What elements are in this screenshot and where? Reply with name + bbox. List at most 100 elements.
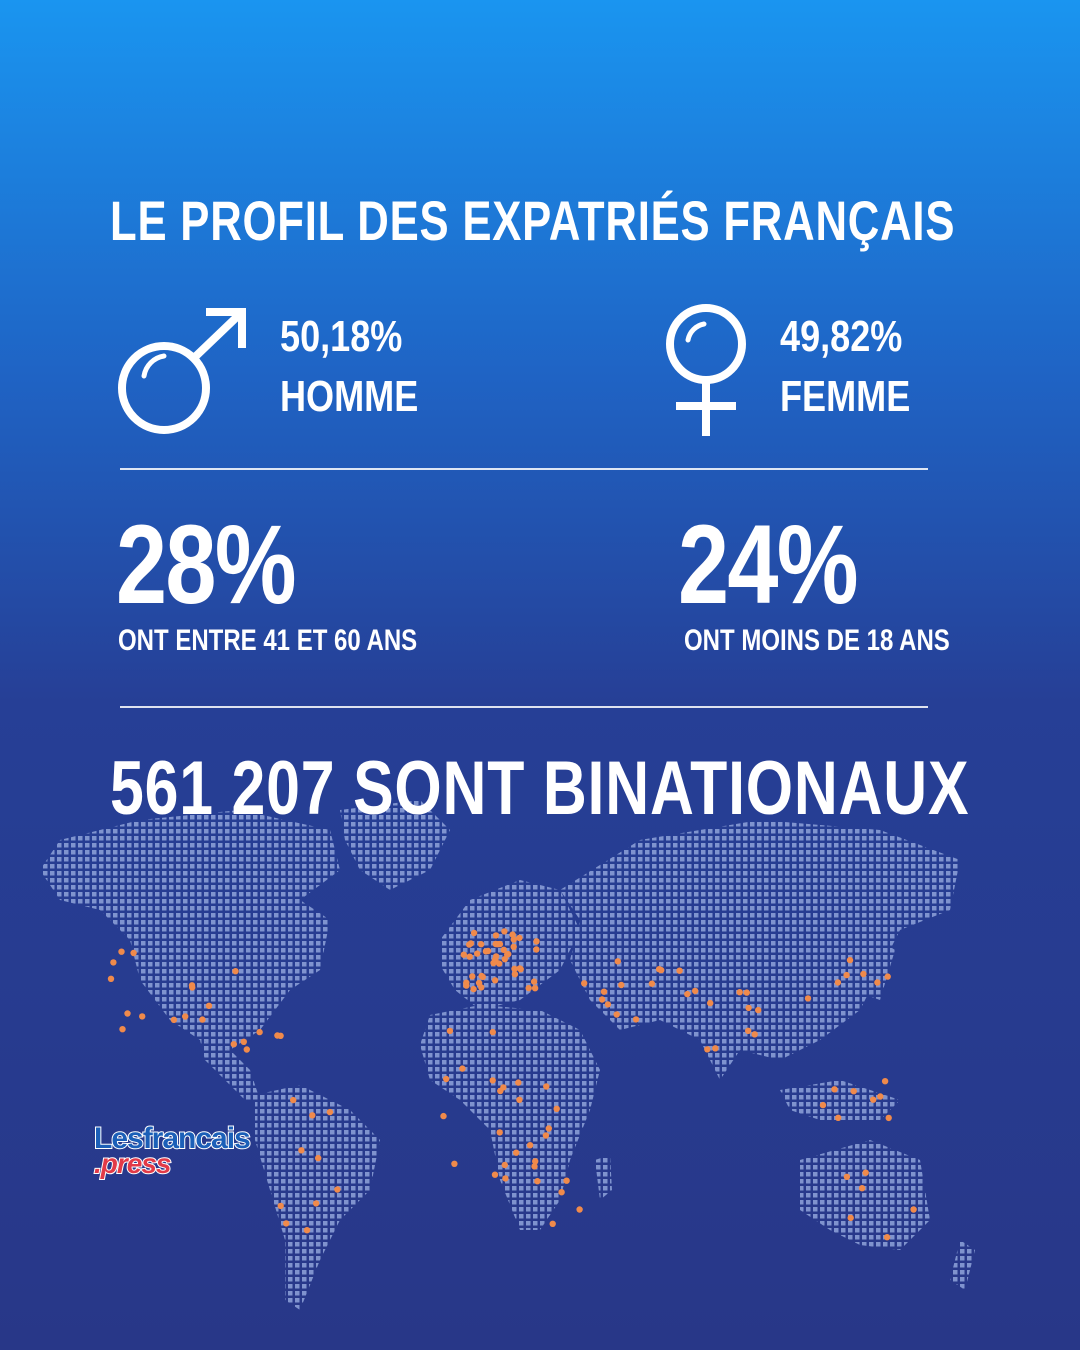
binationaux-headline: 561 207 SONT BINATIONAUX bbox=[110, 746, 970, 831]
divider-top bbox=[120, 468, 928, 470]
location-dot bbox=[858, 1185, 866, 1192]
location-dot bbox=[443, 1075, 450, 1083]
age-label-41-60: ONT ENTRE 41 ET 60 ANS bbox=[118, 624, 418, 657]
age-percent-under-18: 24% bbox=[678, 502, 859, 627]
location-dot bbox=[877, 1093, 884, 1100]
location-dot bbox=[130, 949, 137, 957]
location-dot bbox=[613, 1011, 620, 1018]
location-dot bbox=[119, 1026, 126, 1033]
location-dot bbox=[315, 1154, 322, 1162]
male-percent: 50,18% bbox=[280, 312, 403, 361]
location-dot bbox=[847, 1214, 854, 1222]
location-dot bbox=[745, 1004, 752, 1012]
location-dot bbox=[691, 987, 699, 995]
location-dot bbox=[303, 1227, 311, 1234]
divider-bottom bbox=[120, 706, 928, 708]
female-percent: 49,82% bbox=[780, 312, 903, 361]
location-dot bbox=[470, 985, 477, 993]
location-dot bbox=[510, 943, 517, 950]
location-dot bbox=[501, 928, 508, 935]
location-dot bbox=[199, 1016, 206, 1023]
location-dot bbox=[531, 1163, 538, 1170]
location-dot bbox=[843, 1173, 851, 1180]
location-dot bbox=[604, 1001, 612, 1008]
location-dot bbox=[477, 941, 485, 948]
page-title: LE PROFIL DES EXPATRIÉS FRANÇAIS bbox=[110, 189, 956, 252]
location-dot bbox=[576, 1206, 583, 1213]
location-dot bbox=[676, 967, 683, 974]
location-dot bbox=[533, 938, 540, 945]
location-dot bbox=[850, 1088, 857, 1095]
location-dot bbox=[553, 1105, 560, 1112]
location-dot bbox=[489, 1028, 496, 1036]
location-dot bbox=[230, 1041, 237, 1048]
location-dot bbox=[478, 984, 485, 991]
location-dot bbox=[189, 984, 196, 991]
location-dot bbox=[312, 1200, 320, 1207]
location-dot bbox=[451, 1160, 458, 1167]
location-dot bbox=[283, 1220, 290, 1227]
location-dot bbox=[482, 948, 490, 955]
location-dot bbox=[563, 1177, 570, 1184]
location-dot bbox=[491, 977, 499, 984]
location-dot bbox=[743, 989, 750, 996]
location-dot bbox=[884, 973, 891, 980]
location-dot bbox=[118, 948, 125, 955]
location-dot bbox=[511, 971, 519, 978]
location-dot bbox=[736, 989, 743, 996]
location-dot bbox=[139, 1013, 146, 1020]
location-dot bbox=[549, 1220, 556, 1227]
location-dot bbox=[256, 1028, 263, 1036]
location-dot bbox=[124, 1010, 131, 1017]
world-map bbox=[40, 800, 975, 1310]
location-dot bbox=[205, 1002, 213, 1009]
location-dot bbox=[684, 990, 691, 998]
location-dot bbox=[463, 982, 470, 989]
location-dot bbox=[755, 1006, 762, 1014]
location-dot bbox=[846, 956, 854, 964]
location-dot bbox=[910, 1206, 917, 1213]
female-symbol-icon bbox=[666, 304, 746, 436]
location-dot bbox=[707, 999, 714, 1007]
location-dot bbox=[542, 1132, 550, 1139]
location-dot bbox=[492, 953, 500, 960]
location-dot bbox=[274, 1032, 281, 1039]
location-dot bbox=[501, 1161, 508, 1169]
location-dot bbox=[751, 1031, 758, 1038]
location-dot bbox=[534, 1178, 541, 1185]
lesfrancais-press-logo: Lesfrancais .press bbox=[93, 1121, 274, 1182]
location-dot bbox=[182, 1013, 189, 1020]
location-dot bbox=[515, 1079, 522, 1086]
location-dot bbox=[526, 1142, 534, 1149]
location-dot bbox=[500, 946, 507, 953]
location-dot bbox=[467, 940, 475, 947]
location-dot bbox=[494, 941, 501, 948]
location-dot bbox=[843, 971, 850, 979]
location-dot bbox=[525, 984, 532, 992]
location-dot bbox=[290, 1096, 297, 1104]
location-dot bbox=[745, 1027, 752, 1034]
location-dot bbox=[516, 965, 523, 972]
location-dot bbox=[530, 978, 538, 985]
location-dot bbox=[309, 1112, 316, 1119]
location-dot bbox=[860, 970, 867, 978]
location-dot bbox=[446, 1027, 454, 1035]
location-dot bbox=[870, 1096, 877, 1103]
location-dot bbox=[543, 1083, 550, 1090]
location-dot bbox=[618, 981, 625, 989]
logo-line-2: .press bbox=[93, 1147, 172, 1180]
location-dot bbox=[510, 936, 517, 943]
location-dot bbox=[835, 1114, 842, 1121]
location-dot bbox=[632, 1016, 640, 1023]
location-dot bbox=[558, 1189, 565, 1196]
age-percent-41-60: 28% bbox=[116, 502, 297, 627]
location-dot bbox=[581, 980, 588, 987]
age-label-under-18: ONT MOINS DE 18 ANS bbox=[684, 624, 950, 657]
location-dot bbox=[470, 929, 478, 937]
location-dot bbox=[502, 1175, 509, 1182]
female-label: FEMME bbox=[780, 372, 911, 421]
location-dot bbox=[648, 980, 656, 987]
location-dot bbox=[240, 1038, 247, 1045]
location-dot bbox=[834, 979, 842, 986]
location-dot bbox=[491, 1171, 499, 1178]
